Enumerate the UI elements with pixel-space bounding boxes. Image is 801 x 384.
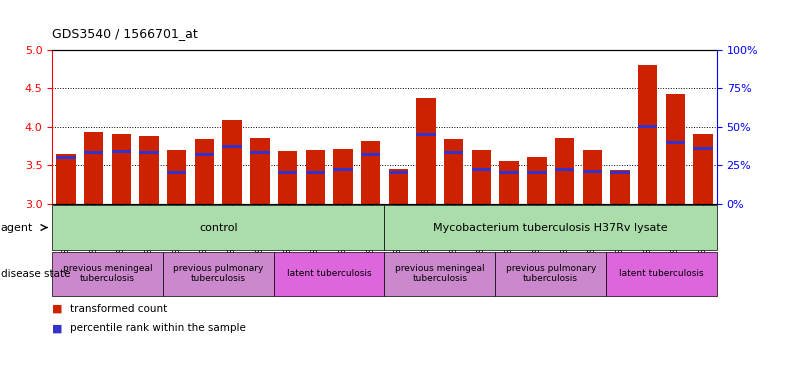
Bar bbox=[167, 150, 187, 204]
Bar bbox=[444, 139, 464, 204]
Bar bbox=[417, 133, 436, 136]
Text: GDS3540 / 1566701_at: GDS3540 / 1566701_at bbox=[52, 27, 198, 40]
Text: ■: ■ bbox=[52, 304, 62, 314]
Text: transformed count: transformed count bbox=[70, 304, 167, 314]
Bar bbox=[223, 120, 242, 204]
Text: control: control bbox=[199, 222, 238, 233]
Bar bbox=[582, 150, 602, 204]
Bar bbox=[56, 156, 75, 159]
Text: previous meningeal
tuberculosis: previous meningeal tuberculosis bbox=[62, 264, 152, 283]
Text: latent tuberculosis: latent tuberculosis bbox=[287, 269, 372, 278]
Bar bbox=[388, 169, 408, 204]
Bar bbox=[500, 161, 519, 204]
Bar bbox=[555, 168, 574, 171]
Bar bbox=[139, 151, 159, 154]
Text: disease state: disease state bbox=[1, 268, 70, 279]
Text: previous meningeal
tuberculosis: previous meningeal tuberculosis bbox=[395, 264, 485, 283]
Bar bbox=[527, 157, 546, 204]
Bar bbox=[361, 153, 380, 156]
Bar bbox=[638, 125, 658, 128]
Bar bbox=[472, 168, 491, 171]
Bar bbox=[139, 136, 159, 204]
Bar bbox=[56, 154, 75, 204]
Text: latent tuberculosis: latent tuberculosis bbox=[619, 269, 704, 278]
Bar bbox=[694, 147, 713, 150]
Text: ■: ■ bbox=[52, 323, 62, 333]
Bar bbox=[472, 150, 491, 204]
Text: percentile rank within the sample: percentile rank within the sample bbox=[70, 323, 246, 333]
Bar bbox=[361, 141, 380, 204]
Bar bbox=[195, 153, 214, 156]
Bar bbox=[305, 150, 325, 204]
Bar bbox=[500, 171, 519, 174]
Bar bbox=[167, 171, 187, 174]
Bar bbox=[223, 145, 242, 148]
Bar bbox=[195, 139, 214, 204]
Bar bbox=[250, 151, 269, 154]
Bar bbox=[333, 168, 352, 171]
Text: Mycobacterium tuberculosis H37Rv lysate: Mycobacterium tuberculosis H37Rv lysate bbox=[433, 222, 668, 233]
Text: previous pulmonary
tuberculosis: previous pulmonary tuberculosis bbox=[173, 264, 264, 283]
Bar bbox=[278, 171, 297, 174]
Bar bbox=[666, 141, 685, 144]
Bar bbox=[417, 98, 436, 204]
Bar bbox=[694, 134, 713, 204]
Bar bbox=[638, 65, 658, 204]
Bar bbox=[111, 134, 131, 204]
Text: previous pulmonary
tuberculosis: previous pulmonary tuberculosis bbox=[505, 264, 596, 283]
Bar bbox=[527, 171, 546, 174]
Bar bbox=[111, 150, 131, 153]
Text: agent: agent bbox=[1, 222, 33, 233]
Bar bbox=[250, 138, 269, 204]
Bar bbox=[333, 149, 352, 204]
Bar bbox=[610, 170, 630, 204]
Bar bbox=[666, 94, 685, 204]
Bar bbox=[444, 151, 464, 154]
Bar bbox=[555, 138, 574, 204]
Bar bbox=[278, 151, 297, 204]
Bar bbox=[84, 151, 103, 154]
Bar bbox=[388, 171, 408, 174]
Bar bbox=[610, 171, 630, 174]
Bar bbox=[582, 170, 602, 173]
Bar bbox=[305, 171, 325, 174]
Bar bbox=[84, 132, 103, 204]
